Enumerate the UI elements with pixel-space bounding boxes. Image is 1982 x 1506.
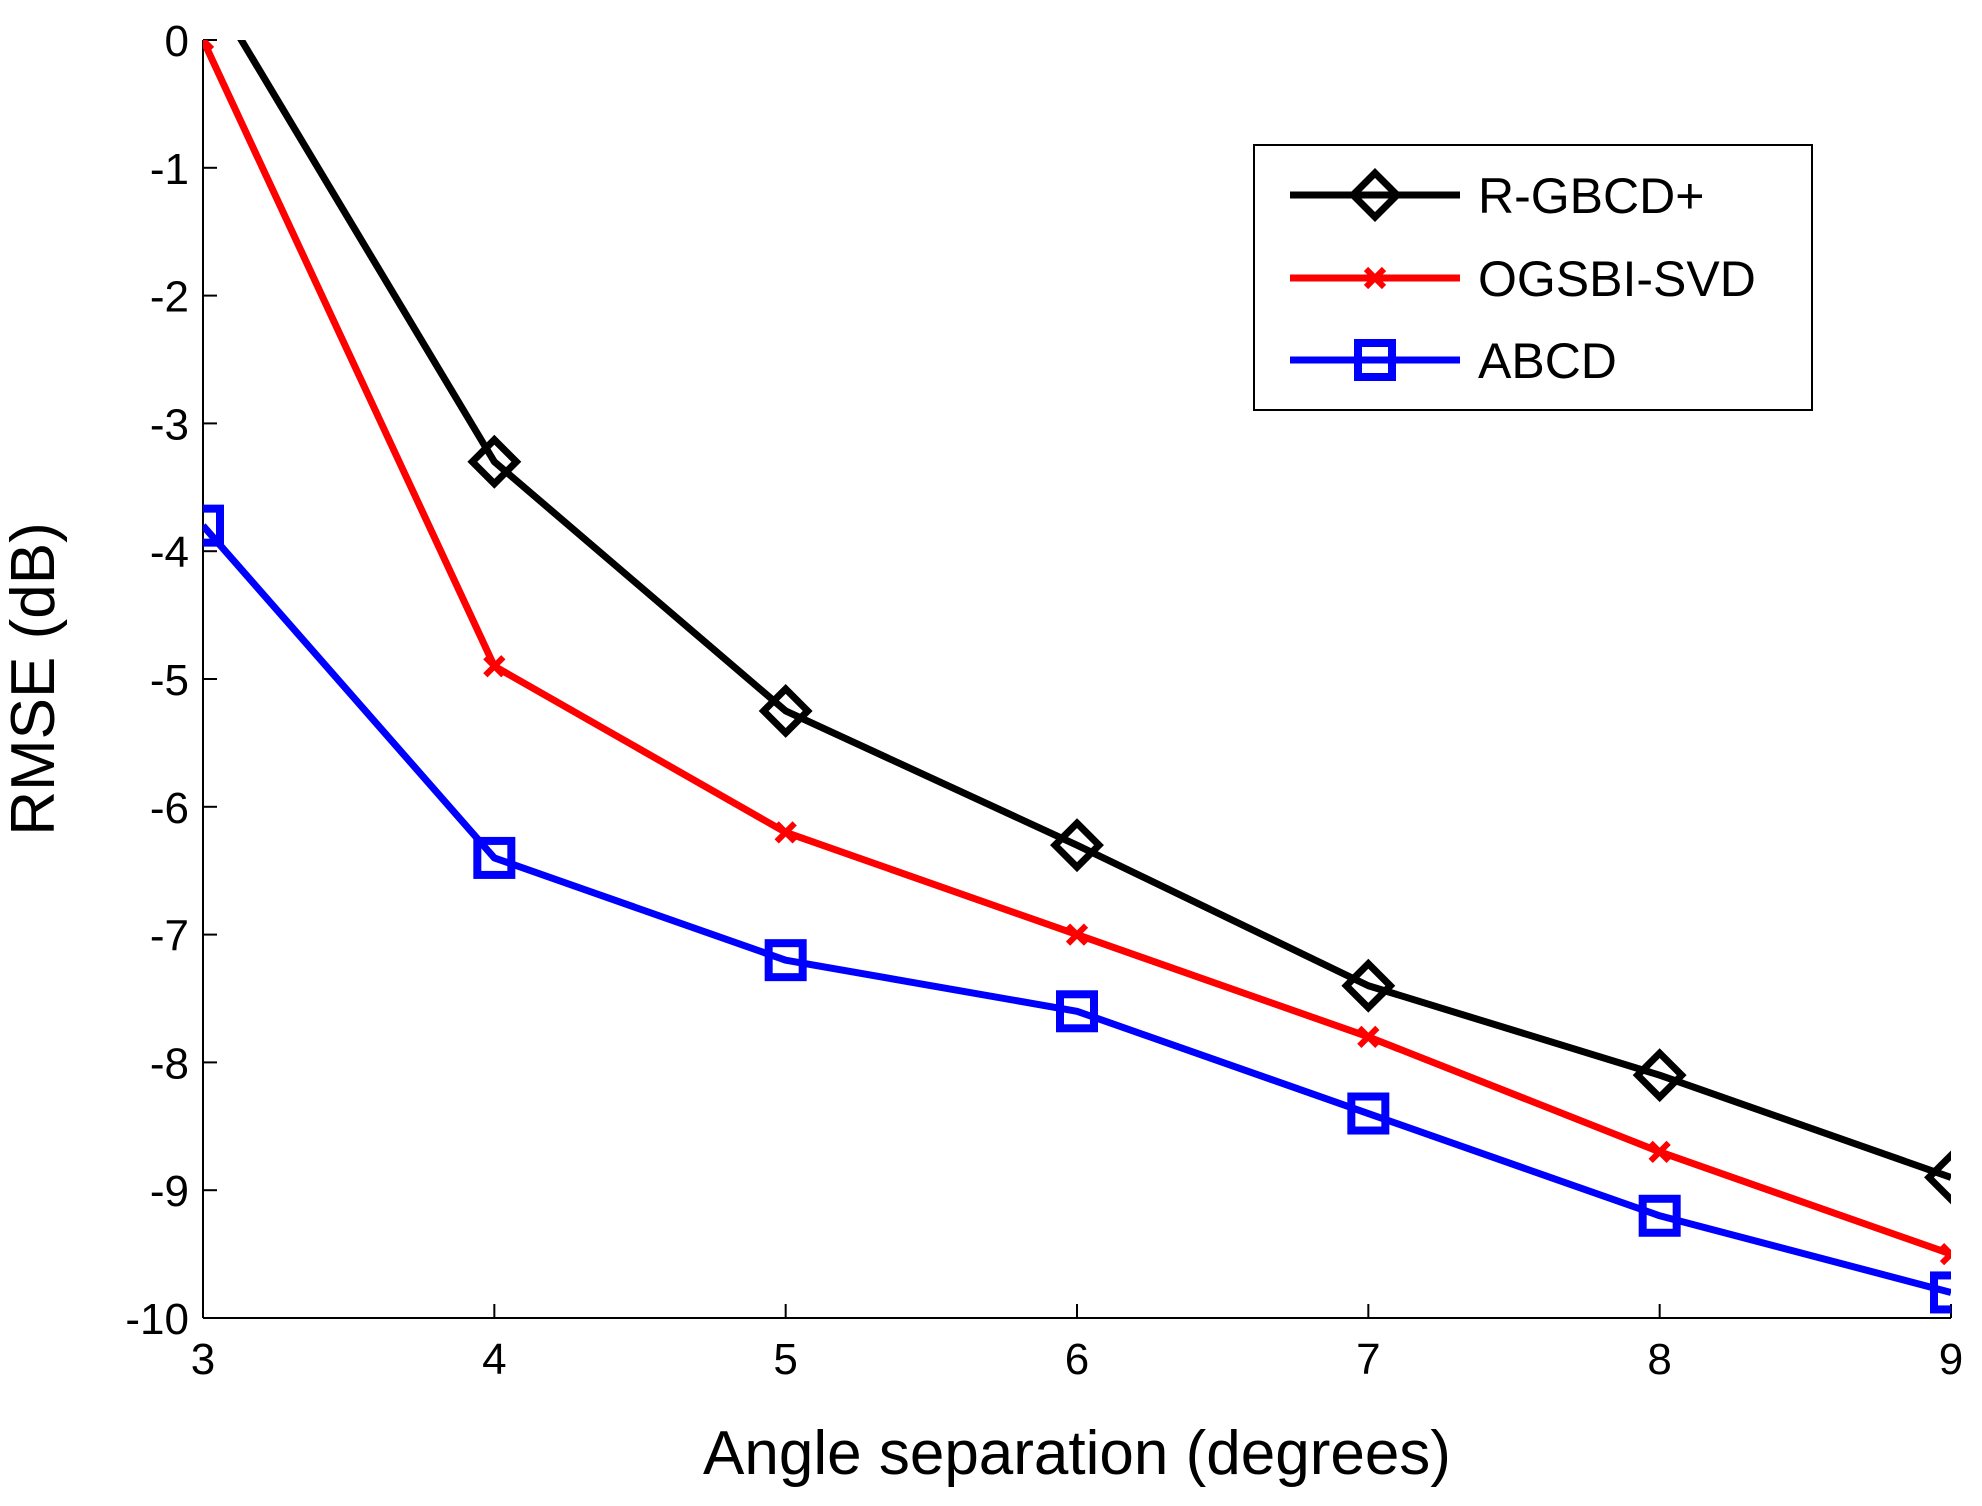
data-point (1056, 990, 1098, 1033)
data-point (483, 655, 506, 678)
y-tick-label: -10 (125, 1295, 189, 1344)
data-point (1632, 1048, 1687, 1103)
marker-stroke (1648, 1140, 1671, 1163)
marker-stroke (774, 821, 797, 844)
data-point (1065, 923, 1089, 946)
series-r-gbcd- (237, 40, 1951, 1205)
marker-stroke (1065, 923, 1089, 946)
legend-entry: OGSBI-SVD (1290, 251, 1756, 307)
data-point (1341, 958, 1396, 1013)
x-axis-title: Angle separation (degrees) (703, 1419, 1451, 1488)
legend: R-GBCD+ OGSBI-SVD ABCD (1253, 144, 1813, 411)
series-layer (203, 40, 1951, 1314)
legend-marker (1348, 168, 1402, 222)
series-line (203, 523, 1951, 1296)
x-tick-label: 6 (1065, 1335, 1089, 1384)
data-point (1050, 818, 1104, 873)
legend-marker (1363, 266, 1387, 290)
x-tick-label: 9 (1939, 1335, 1963, 1384)
marker-stroke (1939, 1249, 1951, 1266)
data-point (1930, 1271, 1951, 1314)
series-ogsbi-svd (203, 40, 1951, 1266)
y-tick-label: -1 (150, 145, 189, 194)
x-tick-label: 4 (482, 1335, 506, 1384)
legend-label: ABCD (1478, 333, 1617, 389)
legend-label: R-GBCD+ (1478, 168, 1704, 224)
y-tick-label: -9 (150, 1167, 189, 1216)
axes: 0 -1 -2 -3 -4 -5 -6 -7 -8 -9 -103 4 5 6 7 8 9 Angle separ… (0, 17, 1963, 1488)
x-tick-label: 3 (191, 1335, 215, 1384)
y-tick-label: -3 (150, 400, 189, 449)
marker-stroke (1363, 266, 1387, 290)
y-tick-label: -7 (150, 912, 189, 961)
x-tick-label: 7 (1356, 1335, 1380, 1384)
y-tick-label: 0 (165, 17, 189, 66)
y-axis-title: RMSE (dB) (0, 522, 68, 835)
marker-stroke (483, 655, 506, 678)
series-abcd (203, 504, 1951, 1314)
data-point (1648, 1140, 1671, 1163)
legend-marker (1354, 339, 1396, 381)
data-point (1638, 1194, 1681, 1237)
data-point (1924, 1150, 1951, 1205)
y-tick-label: -6 (150, 784, 189, 833)
legend-entry: ABCD (1290, 333, 1617, 389)
data-point (758, 684, 813, 738)
data-point (774, 821, 797, 844)
series-line (237, 40, 1951, 1181)
y-tick-label: -4 (150, 528, 189, 577)
y-tick-label: -8 (150, 1039, 189, 1088)
x-tick-label: 5 (773, 1335, 797, 1384)
data-point (764, 939, 807, 982)
marker-stroke (203, 40, 215, 52)
data-point (203, 40, 215, 52)
marker-stroke (1939, 1242, 1951, 1259)
legend-label: OGSBI-SVD (1478, 251, 1756, 307)
marker-stroke (1357, 1025, 1380, 1048)
data-point (473, 836, 516, 879)
data-point (203, 504, 224, 547)
data-point (1347, 1092, 1390, 1135)
data-point (1357, 1025, 1380, 1048)
data-point (467, 434, 522, 489)
x-tick-label: 8 (1647, 1335, 1671, 1384)
y-tick-label: -5 (150, 656, 189, 705)
y-tick-label: -2 (150, 273, 189, 322)
legend-entry: R-GBCD+ (1290, 168, 1704, 224)
data-point (1939, 1242, 1951, 1266)
